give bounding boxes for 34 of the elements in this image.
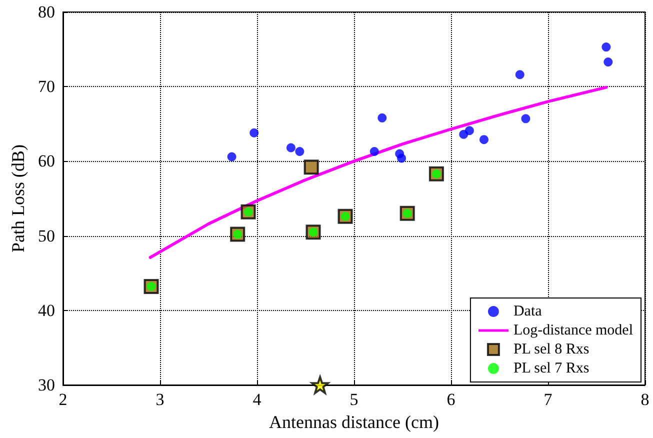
line-series [148, 86, 608, 259]
y-axis-title: Path Loss (dB) [8, 144, 28, 252]
point [304, 160, 319, 175]
y-tick-label: 50 [38, 226, 55, 246]
x-tick-label: 4 [252, 390, 262, 409]
point [515, 70, 524, 80]
point [295, 147, 304, 156]
point [479, 135, 488, 144]
y-tick-label: 70 [38, 77, 55, 96]
point [602, 42, 611, 52]
legend-label: Data [513, 304, 542, 320]
point [227, 152, 236, 162]
point [521, 114, 530, 124]
legend-label: Log-distance model [513, 322, 633, 338]
x-axis-title: Antennas distance (cm) [269, 412, 439, 432]
x-tick-label: 7 [544, 390, 553, 409]
x-tick-label: 3 [156, 390, 164, 409]
point [370, 147, 379, 156]
legend-label: PL sel 8 Rxs [513, 342, 590, 358]
y-tick-label: 30 [38, 376, 55, 394]
point [250, 128, 259, 138]
x-tick-label: 5 [350, 390, 358, 409]
x-tick-label: 8 [640, 390, 650, 409]
point [397, 154, 406, 163]
y-tick-label: 40 [38, 300, 55, 320]
y-tick-label: 80 [38, 2, 55, 22]
y-tick-label: 60 [38, 152, 55, 171]
legend-label: PL sel 7 Rxs [513, 360, 590, 376]
point [464, 126, 474, 136]
x-tick-label: 6 [446, 390, 456, 409]
x-tick-label: 2 [58, 390, 68, 409]
point [378, 113, 387, 122]
point [604, 57, 613, 66]
point [286, 143, 296, 152]
